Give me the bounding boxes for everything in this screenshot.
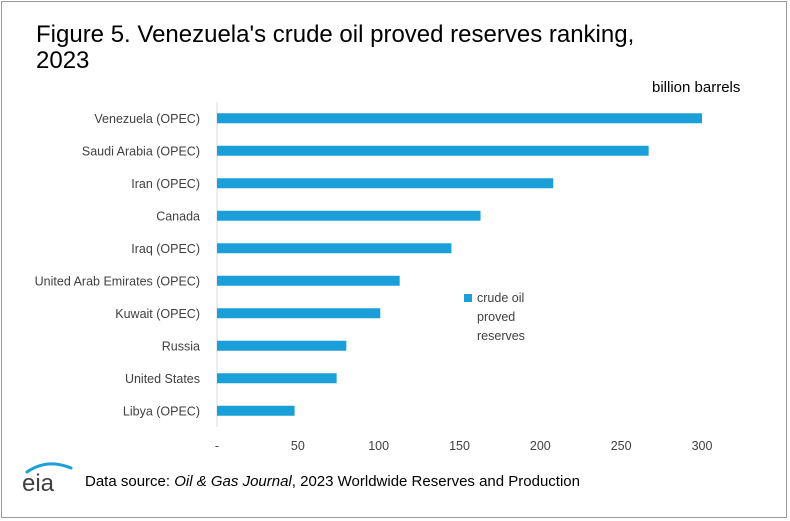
bar <box>217 145 649 156</box>
category-label: Canada <box>156 209 200 223</box>
bar <box>217 275 400 286</box>
legend-label: reserves <box>477 329 525 343</box>
bar <box>217 340 347 351</box>
source-publication: Oil & Gas Journal <box>174 473 292 490</box>
x-tick-label: 100 <box>368 439 389 453</box>
category-label: Saudi Arabia (OPEC) <box>82 144 200 158</box>
legend-swatch <box>464 294 472 302</box>
x-tick-label: 200 <box>530 439 551 453</box>
source-prefix: Data source: <box>85 473 175 490</box>
chart-title: Figure 5. Venezuela's crude oil proved r… <box>36 21 635 74</box>
category-label: Iraq (OPEC) <box>131 242 200 256</box>
category-label: Libya (OPEC) <box>123 404 200 418</box>
bar <box>217 243 452 254</box>
category-label: United Arab Emirates (OPEC) <box>35 274 200 288</box>
category-label: Iran (OPEC) <box>131 177 200 191</box>
bar <box>217 308 381 319</box>
category-label: United States <box>125 372 200 386</box>
x-tick-label: 250 <box>611 439 632 453</box>
legend-label: crude oil <box>477 291 524 305</box>
logo-text: eia <box>22 470 55 494</box>
eia-logo: eia <box>22 462 73 494</box>
category-label: Russia <box>162 339 200 353</box>
category-label: Venezuela (OPEC) <box>94 112 200 126</box>
bar <box>217 210 481 221</box>
bar <box>217 178 554 189</box>
x-tick-label: 150 <box>449 439 470 453</box>
bar <box>217 405 295 416</box>
x-tick-label: 300 <box>692 439 713 453</box>
data-source: Data source: Oil & Gas Journal, 2023 Wor… <box>85 473 580 490</box>
bar <box>217 113 702 124</box>
x-tick-label: 50 <box>291 439 305 453</box>
source-suffix: , 2023 Worldwide Reserves and Production <box>291 473 580 490</box>
category-label: Kuwait (OPEC) <box>115 307 200 321</box>
legend-label: proved <box>477 310 515 324</box>
unit-label: billion barrels <box>652 79 741 96</box>
x-tick-label: - <box>215 439 219 453</box>
bar <box>217 373 337 384</box>
